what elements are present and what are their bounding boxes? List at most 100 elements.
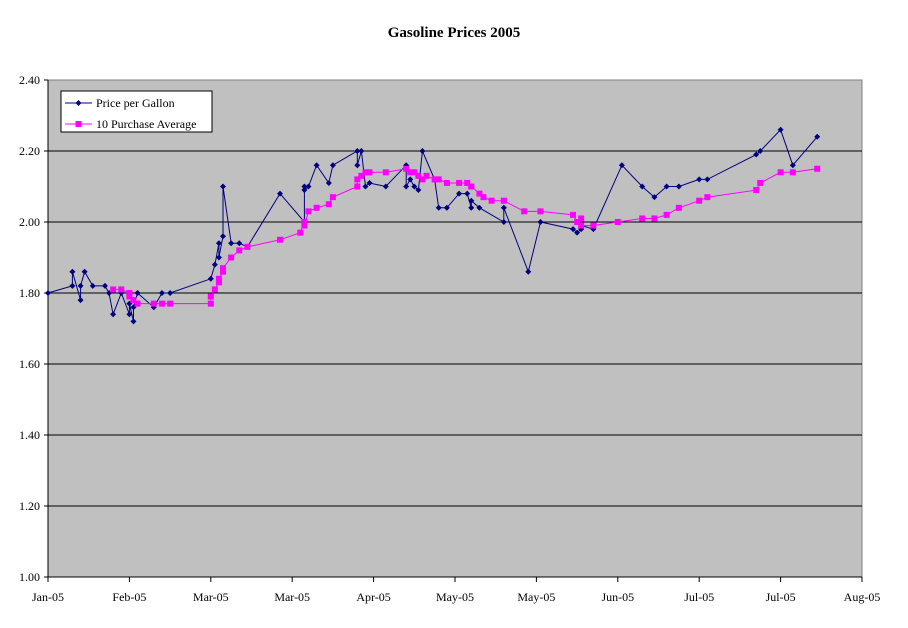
data-point-diamond xyxy=(403,183,410,190)
data-point-square xyxy=(325,201,332,208)
data-point-square xyxy=(207,300,214,307)
data-point-square xyxy=(126,290,133,296)
data-point-diamond xyxy=(618,162,625,169)
chart-title: Gasoline Prices 2005 xyxy=(388,25,520,41)
x-tick-label: Mar-05 xyxy=(274,590,310,604)
x-tick-label: Aug-05 xyxy=(844,590,881,604)
data-point-square xyxy=(297,229,304,236)
data-point-square xyxy=(488,197,495,204)
data-point-diamond xyxy=(158,290,165,296)
data-point-diamond xyxy=(675,183,682,190)
axes: 1.00 1.20 1.40 1.60 1.80 2.00 2.20 2.40 Jan-05 Fe… xyxy=(19,73,880,604)
data-point-square xyxy=(415,172,422,179)
data-point-square xyxy=(236,247,243,254)
data-point-square xyxy=(578,215,585,222)
data-point-diamond xyxy=(456,190,463,197)
data-point-diamond xyxy=(574,229,581,236)
data-point-diamond xyxy=(696,176,703,183)
data-point-square xyxy=(134,300,141,307)
data-point-square xyxy=(211,286,218,293)
data-point-diamond xyxy=(77,297,84,304)
data-point-square xyxy=(305,208,312,215)
data-point-square xyxy=(354,183,361,190)
x-tick-label: May-05 xyxy=(517,590,555,604)
data-point-diamond xyxy=(362,183,369,190)
data-point-diamond xyxy=(313,162,320,169)
y-tick-label: 2.20 xyxy=(19,144,40,158)
data-point-diamond xyxy=(358,148,365,154)
data-point-square xyxy=(329,194,336,201)
data-point-diamond xyxy=(468,197,475,204)
data-point-square xyxy=(757,179,764,186)
data-point-square xyxy=(220,268,227,275)
data-point-square xyxy=(150,300,157,307)
data-point-diamond xyxy=(443,204,450,211)
data-point-diamond xyxy=(525,268,532,275)
data-point-square xyxy=(354,176,361,183)
data-point-square xyxy=(521,208,528,215)
data-point-square xyxy=(431,176,438,183)
data-point-square xyxy=(419,176,426,183)
data-point-square xyxy=(118,286,125,293)
y-tick-label: 1.20 xyxy=(19,499,40,513)
data-point-diamond xyxy=(45,290,51,296)
series-ten-purchase-average xyxy=(110,165,821,307)
data-point-square xyxy=(366,169,373,176)
data-point-diamond xyxy=(69,282,76,289)
data-point-diamond xyxy=(366,179,373,186)
data-point-square xyxy=(663,211,670,218)
series-price-per-gallon xyxy=(45,126,821,325)
data-point-square xyxy=(578,222,585,229)
data-point-diamond xyxy=(77,282,84,289)
data-point-square xyxy=(130,297,137,304)
data-point-square xyxy=(244,243,251,250)
data-point-diamond xyxy=(476,204,483,211)
data-point-square xyxy=(651,215,658,222)
legend: Price per Gallon 10 Purchase Average xyxy=(60,90,213,133)
data-point-diamond xyxy=(415,187,422,194)
x-tick-label: May-05 xyxy=(436,590,474,604)
data-point-square xyxy=(476,190,483,197)
data-point-square xyxy=(301,222,308,229)
data-point-diamond xyxy=(220,233,227,240)
x-tick-label: Jul-05 xyxy=(684,590,714,604)
data-point-square xyxy=(358,172,365,179)
data-point-square xyxy=(464,179,471,186)
data-point-square xyxy=(407,169,414,176)
data-point-diamond xyxy=(411,183,418,190)
grid-lines xyxy=(48,150,862,507)
data-point-diamond xyxy=(101,282,108,289)
data-point-square xyxy=(696,197,703,204)
data-point-diamond xyxy=(704,176,711,183)
data-point-diamond xyxy=(464,190,471,197)
series-layer xyxy=(45,126,821,325)
data-point-square xyxy=(228,254,235,261)
data-point-square xyxy=(220,265,227,272)
x-tick-label: Jul-05 xyxy=(766,590,796,604)
data-point-diamond xyxy=(407,176,414,183)
data-point-square xyxy=(590,222,597,229)
data-point-square xyxy=(814,165,821,172)
data-point-diamond xyxy=(468,204,475,211)
data-point-square xyxy=(456,179,463,186)
data-point-diamond xyxy=(757,148,764,154)
data-point-diamond xyxy=(110,311,117,318)
legend-label-average: 10 Purchase Average xyxy=(96,117,196,131)
y-tick-label: 1.00 xyxy=(19,570,40,584)
data-point-diamond xyxy=(126,311,133,318)
data-point-diamond xyxy=(220,183,227,190)
data-point-diamond xyxy=(777,126,784,133)
data-point-diamond xyxy=(215,254,222,261)
data-point-diamond xyxy=(500,219,507,225)
y-tick-label: 1.60 xyxy=(19,357,40,371)
data-point-diamond xyxy=(130,318,137,325)
data-point-square xyxy=(789,169,796,176)
data-point-diamond xyxy=(301,187,308,194)
data-point-square xyxy=(468,183,475,190)
data-point-diamond xyxy=(382,183,389,190)
data-point-diamond xyxy=(207,275,214,282)
data-point-diamond xyxy=(570,226,577,233)
data-point-square xyxy=(570,211,577,218)
data-point-square xyxy=(215,279,222,286)
